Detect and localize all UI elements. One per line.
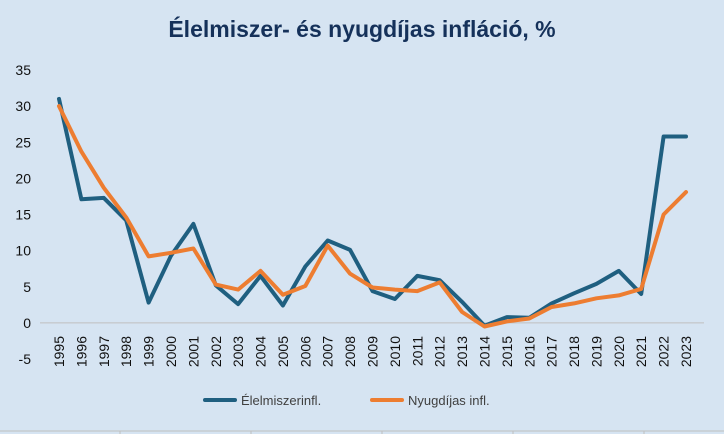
y-tick-label: 30 — [15, 98, 31, 114]
x-tick-label: 2000 — [163, 336, 179, 367]
series-lines — [57, 96, 688, 329]
x-axis: 1995 1996 1997 1998 1999 2000 2001 2002 2003 2004… — [51, 336, 694, 367]
x-tick-label: 1999 — [141, 336, 157, 367]
legend-item: Élelmiszerinfl. — [203, 393, 321, 408]
x-tick-label: 2004 — [253, 336, 269, 367]
y-tick-label: 10 — [15, 243, 31, 259]
x-tick-label: 2014 — [476, 336, 492, 367]
legend-item: Nyugdíjas infl. — [370, 393, 490, 408]
x-tick-label: 2002 — [208, 336, 224, 367]
x-tick-label: 2003 — [230, 336, 246, 367]
x-tick-label: 2009 — [365, 336, 381, 367]
series-line-1 — [57, 104, 688, 329]
x-tick-label: 2020 — [611, 336, 627, 367]
legend: Élelmiszerinfl. Nyugdíjas infl. — [203, 393, 490, 408]
y-tick-label: 5 — [23, 279, 31, 295]
x-tick-label: 2023 — [678, 336, 694, 367]
legend-label: Élelmiszerinfl. — [241, 393, 321, 408]
y-tick-label: -5 — [19, 351, 32, 367]
x-tick-label: 1996 — [73, 336, 89, 367]
x-tick-label: 1997 — [96, 336, 112, 367]
x-tick-label: 2005 — [275, 336, 291, 367]
x-tick-label: 2015 — [499, 336, 515, 367]
y-tick-label: 0 — [23, 315, 31, 331]
x-tick-label: 2018 — [566, 336, 582, 367]
x-tick-label: 2019 — [588, 336, 604, 367]
x-tick-label: 1998 — [118, 336, 134, 367]
x-tick-label: 2016 — [521, 336, 537, 367]
x-tick-label: 2006 — [297, 336, 313, 367]
x-tick-label: 2017 — [544, 336, 560, 367]
x-tick-label: 2008 — [342, 336, 358, 367]
x-tick-label: 2010 — [387, 336, 403, 367]
x-tick-label: 2021 — [633, 336, 649, 367]
x-tick-label: 1995 — [51, 336, 67, 367]
series-line-0 — [57, 96, 688, 328]
x-tick-label: 2011 — [409, 336, 425, 366]
x-tick-label: 2013 — [454, 336, 470, 367]
y-axis: 35 30 25 20 15 10 5 0 -5 — [15, 62, 31, 367]
chart-title: Élelmiszer- és nyugdíjas infláció, % — [168, 15, 555, 42]
y-tick-label: 15 — [15, 207, 31, 223]
y-tick-label: 20 — [15, 170, 31, 186]
y-tick-label: 25 — [15, 134, 31, 150]
y-tick-label: 35 — [15, 62, 31, 78]
legend-label: Nyugdíjas infl. — [408, 393, 490, 408]
x-tick-label: 2022 — [656, 336, 672, 367]
x-tick-label: 2012 — [432, 336, 448, 367]
x-tick-label: 2007 — [320, 336, 336, 367]
x-tick-label: 2001 — [185, 336, 201, 367]
